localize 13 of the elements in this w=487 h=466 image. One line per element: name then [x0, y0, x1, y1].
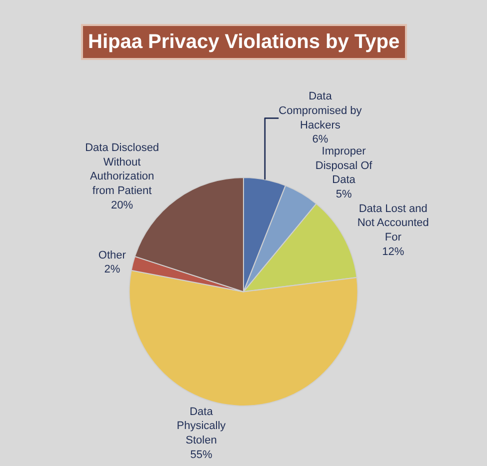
- slice-label: Data Physically Stolen: [176, 406, 226, 447]
- chart-title: Hipaa Privacy Violations by Type: [88, 31, 400, 53]
- slice-label: Other: [98, 249, 126, 262]
- data-label: 55%: [190, 448, 212, 461]
- data-label: 12%: [382, 246, 404, 258]
- data-label: 5%: [336, 188, 352, 201]
- data-label: 6%: [312, 134, 328, 146]
- slice-label: Improper Disposal Of Data: [315, 146, 374, 186]
- slice-label: Data Lost and Not Accounted For: [357, 202, 429, 244]
- slice-label: Data Disclosed Without Authorization from Patient: [85, 142, 160, 197]
- slice-label: Data Compromised by Hackers: [278, 90, 362, 132]
- data-label: 20%: [111, 199, 134, 212]
- data-label: 2%: [104, 264, 120, 276]
